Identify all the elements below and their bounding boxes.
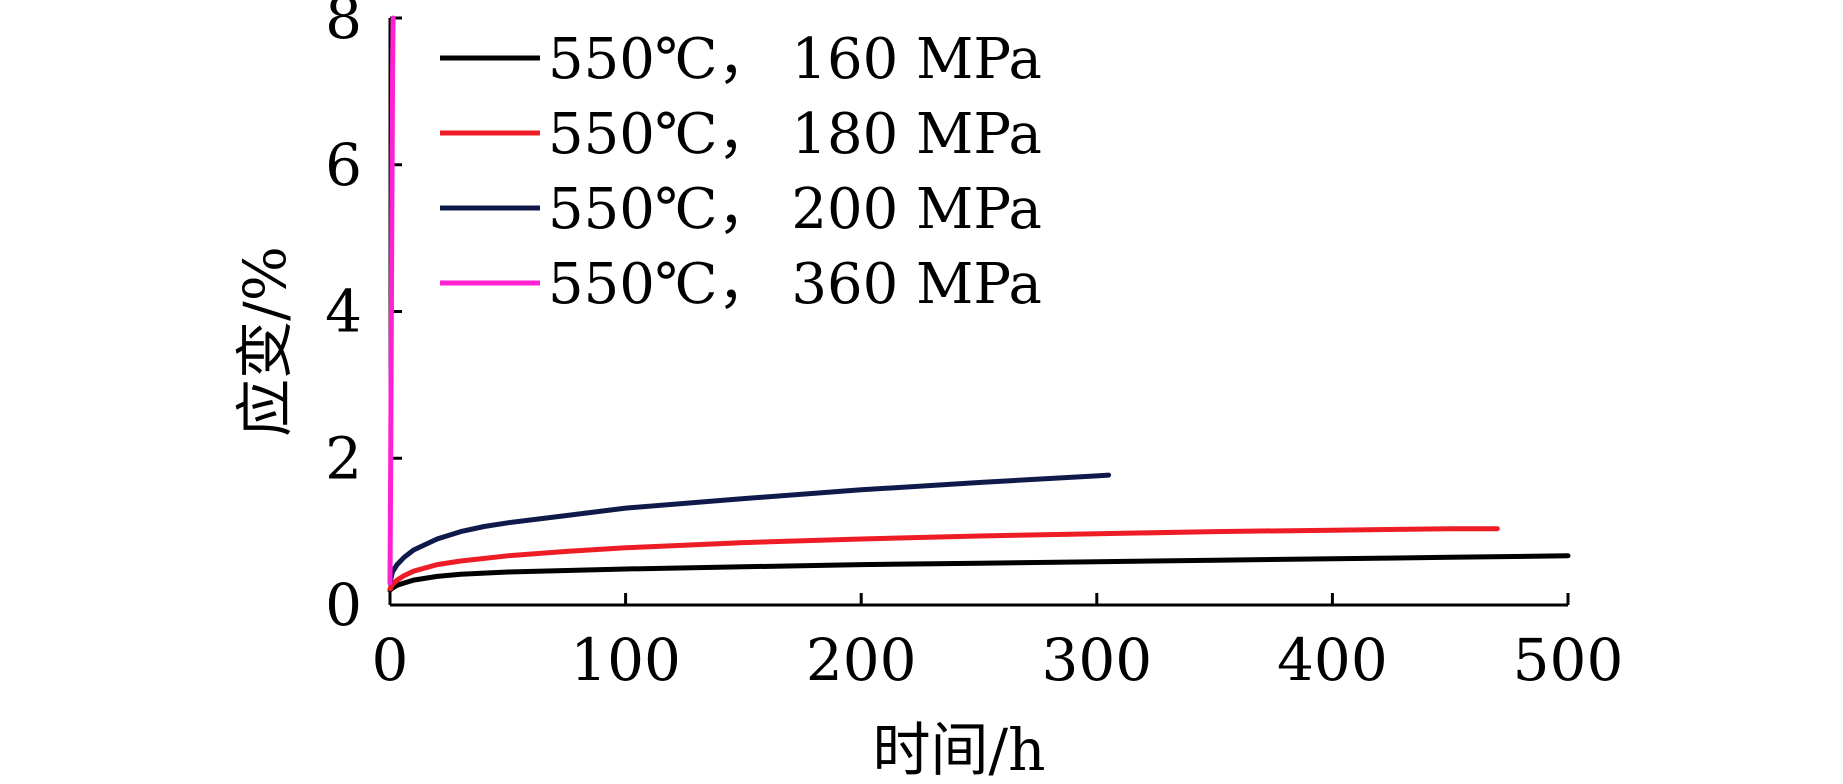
x-tick-label: 200 xyxy=(806,626,917,694)
y-tick-label: 2 xyxy=(325,424,362,492)
y-tick-label: 0 xyxy=(325,571,362,639)
y-tick-label: 6 xyxy=(325,131,362,199)
series-line-2 xyxy=(387,526,1500,592)
legend: 550℃， 160 MPa 550℃， 180 MPa 550℃， 200 MPa 5… xyxy=(440,27,1042,317)
x-tick-label: 300 xyxy=(1041,626,1152,694)
y-axis-title: 应变/% xyxy=(231,246,299,437)
legend-label: 550℃， 200 MPa xyxy=(548,177,1042,242)
x-tick-label: 0 xyxy=(372,626,409,694)
axes: 0 100 200 300 400 500 0 2 4 6 8 xyxy=(325,0,1623,694)
series-line-1 xyxy=(387,553,1571,593)
x-tick-label: 500 xyxy=(1513,626,1624,694)
y-tick-label: 4 xyxy=(325,278,362,346)
y-axis-ticks: 0 2 4 6 8 xyxy=(325,0,402,639)
y-tick-label: 8 xyxy=(325,0,362,52)
series-layer xyxy=(387,15,1571,593)
legend-label: 550℃， 360 MPa xyxy=(548,252,1042,317)
series-line-4 xyxy=(387,15,396,586)
x-axis-title: 时间/h xyxy=(873,716,1046,779)
x-tick-label: 400 xyxy=(1277,626,1388,694)
series-line-3 xyxy=(387,472,1112,586)
x-tick-label: 100 xyxy=(570,626,681,694)
x-axis-ticks: 0 100 200 300 400 500 xyxy=(372,593,1624,694)
legend-label: 550℃， 180 MPa xyxy=(548,102,1042,167)
legend-label: 550℃， 160 MPa xyxy=(548,27,1042,92)
